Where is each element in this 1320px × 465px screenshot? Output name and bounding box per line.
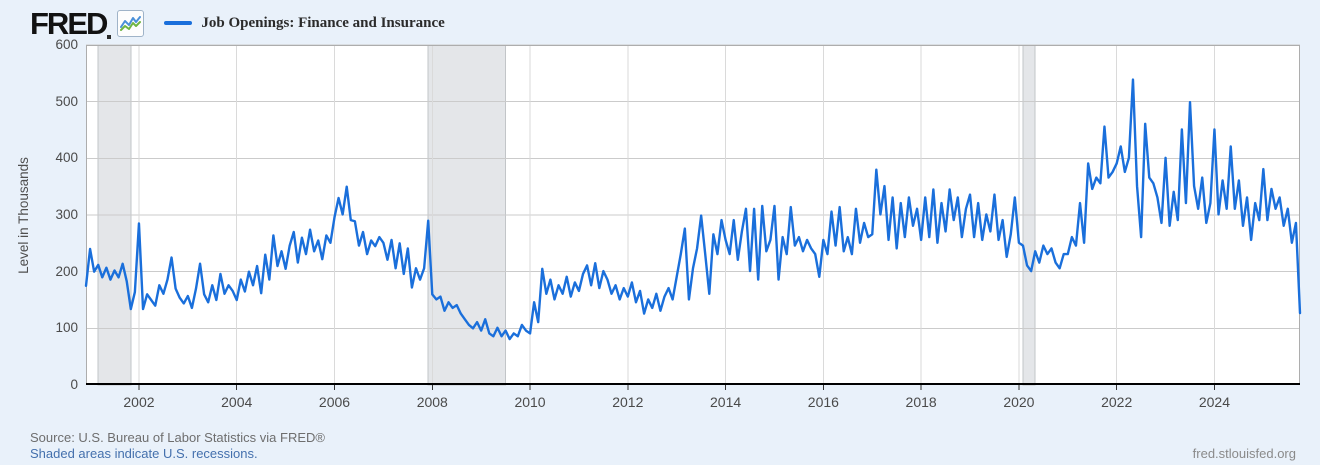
x-tick-label: 2014 bbox=[710, 394, 742, 410]
plot-border bbox=[86, 45, 1300, 385]
series-line bbox=[84, 78, 1302, 341]
series-legend: Job Openings: Finance and Insurance bbox=[164, 14, 445, 32]
x-tick-label: 2006 bbox=[318, 394, 351, 410]
x-tick-label: 2004 bbox=[221, 394, 253, 410]
y-tick-label: 200 bbox=[55, 263, 78, 279]
y-tick-label: 0 bbox=[70, 377, 78, 392]
legend-label: Job Openings: Finance and Insurance bbox=[201, 14, 445, 31]
x-tick-label: 2002 bbox=[123, 394, 155, 410]
recession-note-link[interactable]: Shaded areas indicate U.S. recessions. bbox=[30, 446, 258, 461]
y-tick-label: 500 bbox=[55, 93, 78, 109]
x-tick-label: 2020 bbox=[1003, 394, 1035, 410]
x-tick-label: 2022 bbox=[1101, 394, 1133, 410]
fred-site-link[interactable]: fred.stlouisfed.org bbox=[1192, 446, 1296, 461]
chart-plot-area[interactable] bbox=[84, 44, 1302, 390]
x-tick-label: 2018 bbox=[905, 394, 937, 410]
y-tick-label: 100 bbox=[55, 320, 78, 336]
y-tick-label: 600 bbox=[55, 37, 78, 52]
y-tick-label: 300 bbox=[55, 207, 78, 222]
fred-chart-icon bbox=[117, 9, 145, 37]
registered-mark bbox=[107, 35, 112, 39]
x-tick-label: 2008 bbox=[416, 394, 448, 410]
legend-line-swatch bbox=[164, 21, 193, 25]
chart-header: FRED Job Openings: Finance and Insurance bbox=[30, 6, 445, 40]
x-tick-label: 2012 bbox=[612, 394, 644, 410]
x-tick-label: 2010 bbox=[514, 394, 546, 410]
fred-logo[interactable]: FRED bbox=[30, 5, 108, 41]
y-tick-label: 400 bbox=[55, 150, 78, 166]
x-tick-label: 2016 bbox=[807, 394, 839, 410]
source-text: Source: U.S. Bureau of Labor Statistics … bbox=[30, 430, 325, 445]
x-tick-label: 2024 bbox=[1198, 394, 1231, 410]
